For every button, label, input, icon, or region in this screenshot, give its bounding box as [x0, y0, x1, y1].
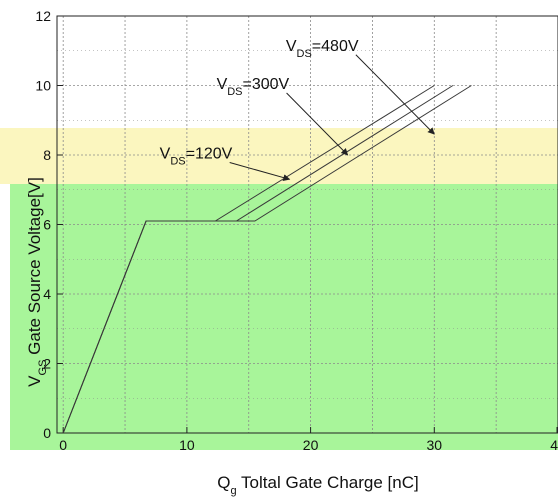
annotation-label: VDS=480V	[286, 38, 359, 60]
x-tick-label: 10	[179, 437, 195, 453]
y-tick-label: 8	[43, 147, 51, 163]
annotation-arrow	[286, 92, 349, 156]
annotation-2: VDS=300V	[217, 76, 349, 156]
y-axis-title: VGS Gate Source Voltage[V]	[25, 177, 49, 387]
annotations: VDS=480V VDS=300V VDS=120V	[160, 38, 435, 181]
annotation-label: VDS=120V	[160, 145, 233, 167]
highlight-green-region	[10, 184, 558, 450]
annotation-1: VDS=480V	[286, 38, 435, 135]
y-tick-label: 0	[43, 425, 51, 441]
series-line-3	[62, 85, 472, 434]
y-tick-label: 2	[43, 356, 51, 372]
y-tick-label: 10	[35, 78, 51, 94]
annotation-arrow	[355, 54, 435, 135]
x-tick-label: 0	[59, 437, 67, 453]
axis-ticks: 0 10 20 30 40 0 2 4 6 8 10 12	[35, 8, 558, 453]
y-tick-label: 6	[43, 217, 51, 233]
annotation-label: VDS=300V	[217, 76, 290, 98]
x-tick-label: 40	[550, 437, 558, 453]
annotation-3: VDS=120V	[160, 145, 291, 181]
highlight-yellow-band	[0, 128, 558, 184]
x-axis-title: Qg Toltal Gate Charge [nC]	[217, 473, 418, 497]
y-tick-label: 12	[35, 8, 51, 24]
x-tick-label: 30	[427, 437, 443, 453]
annotation-arrow	[229, 161, 291, 181]
y-tick-label: 4	[43, 286, 51, 302]
x-tick-label: 20	[303, 437, 319, 453]
